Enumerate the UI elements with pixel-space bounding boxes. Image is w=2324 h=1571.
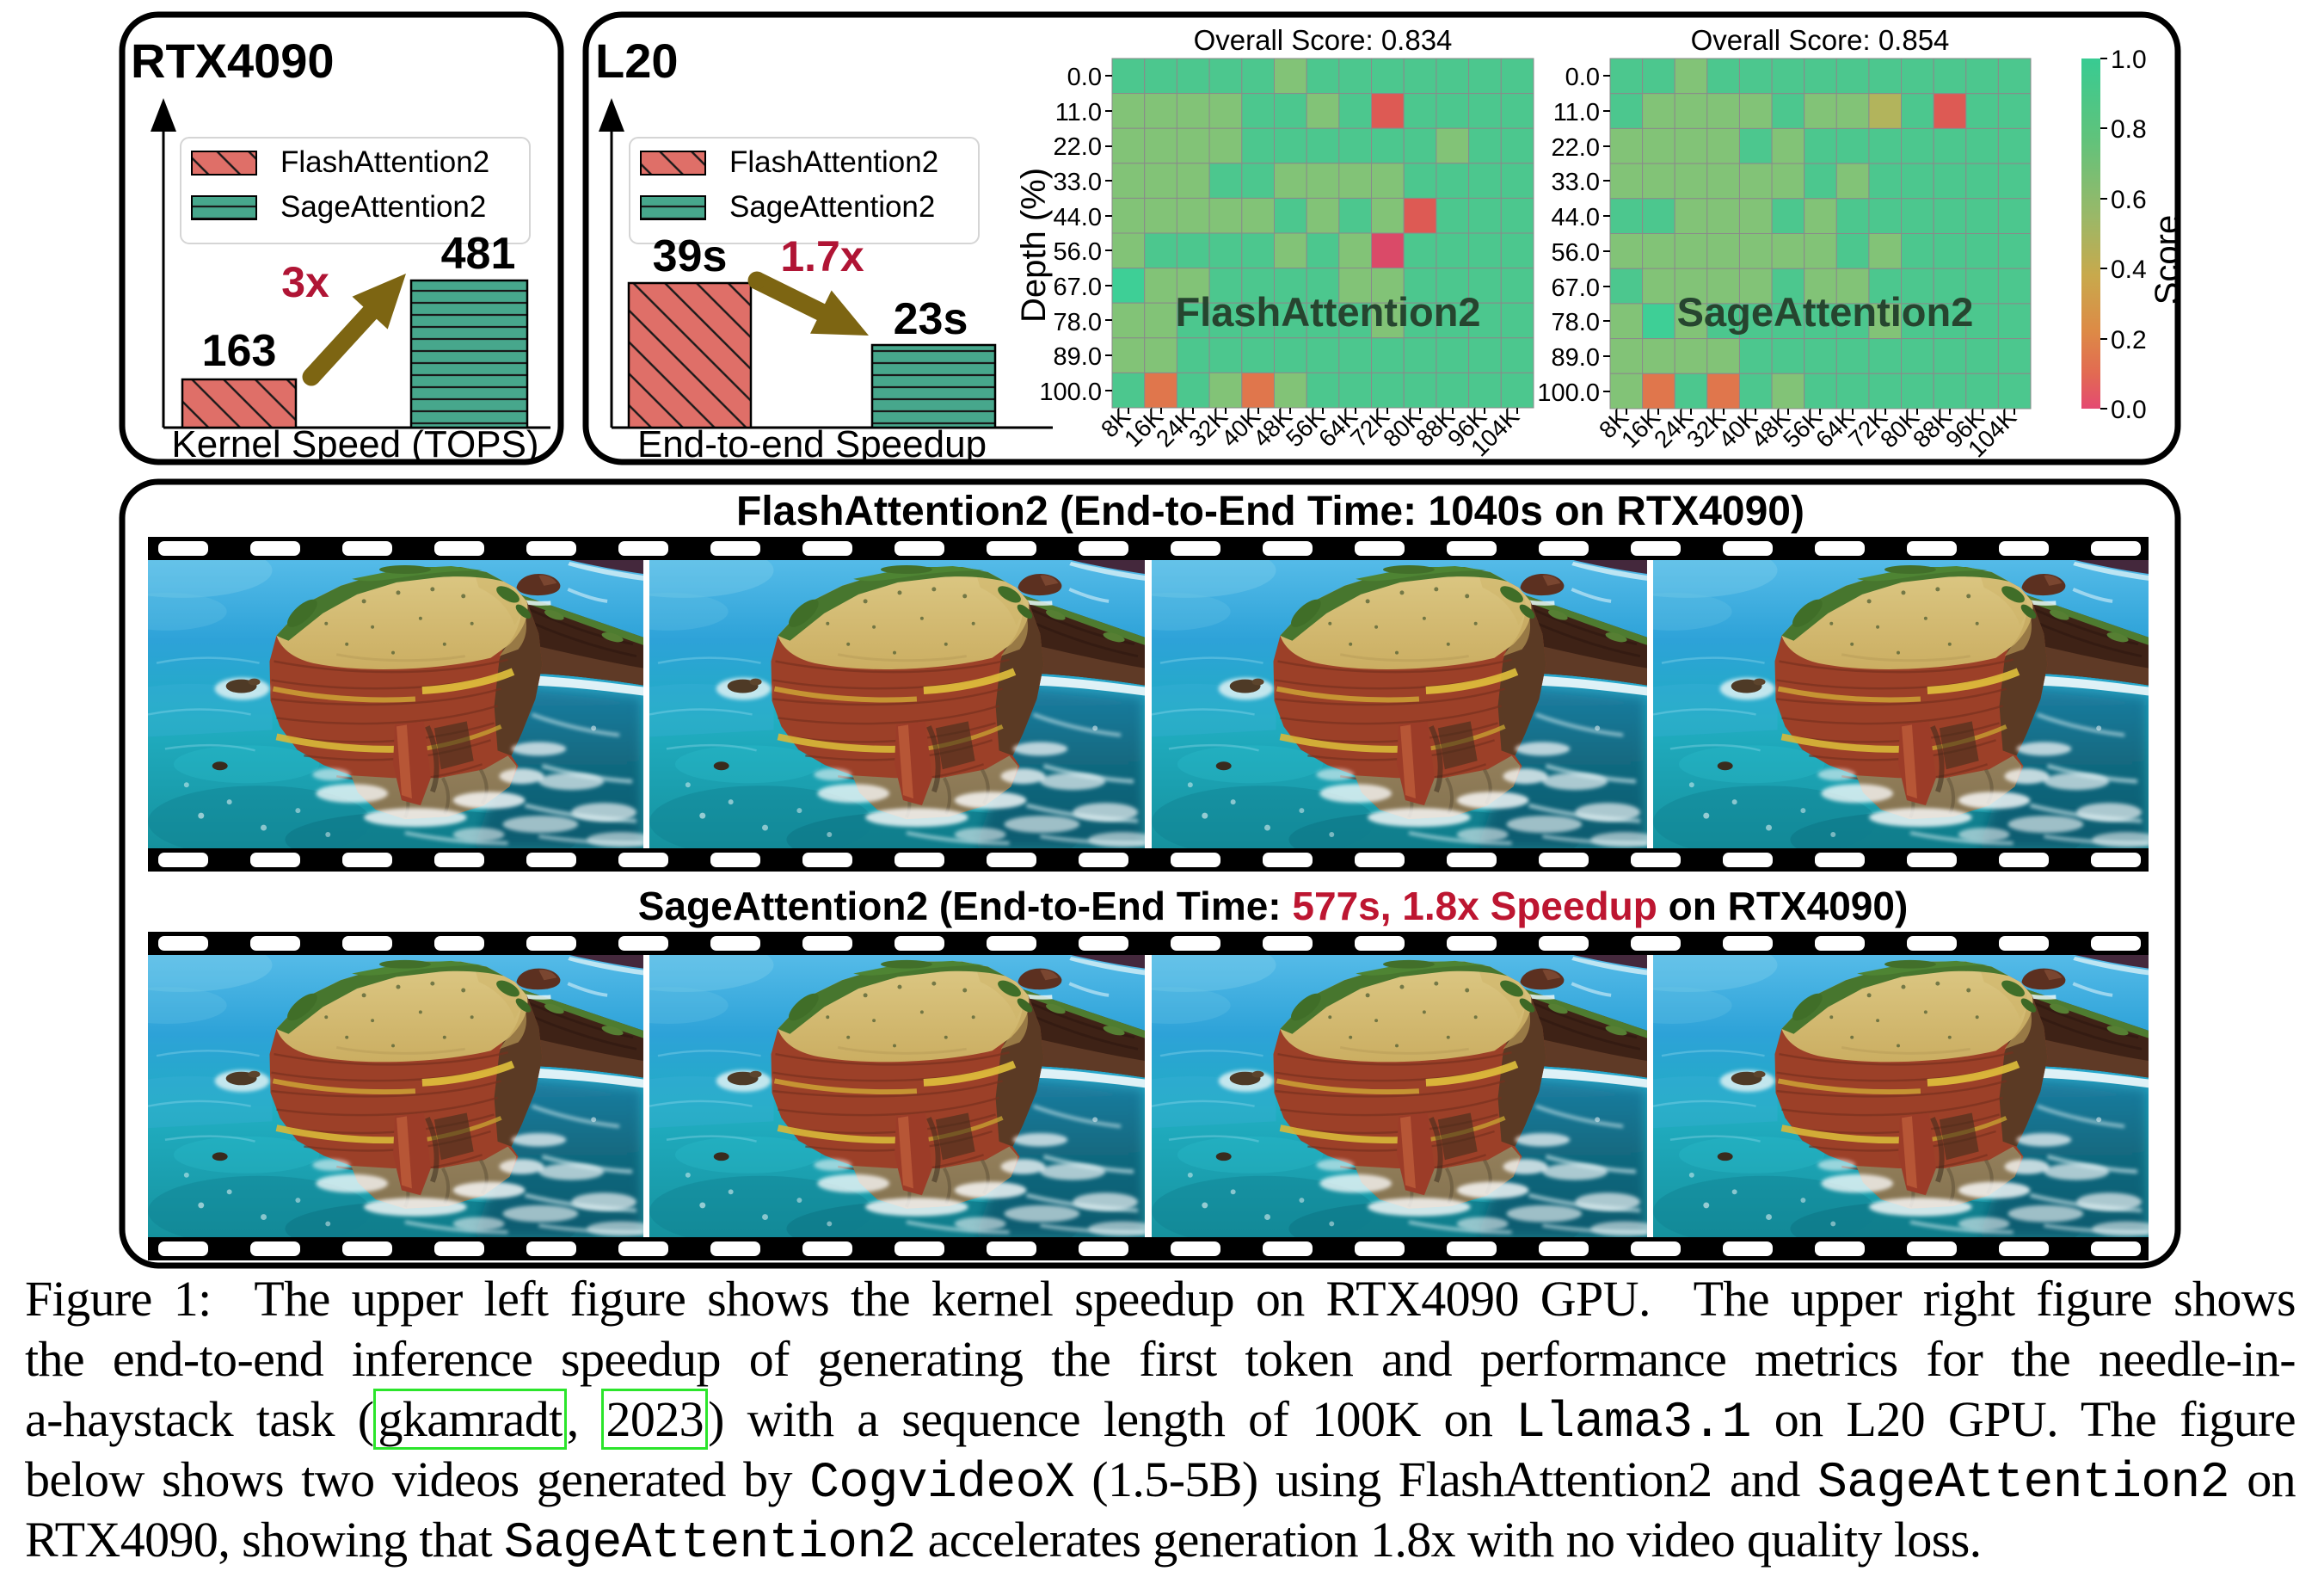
svg-text:22.0: 22.0 [1054,133,1102,161]
svg-text:1.0: 1.0 [2111,46,2147,74]
svg-text:SageAttention2: SageAttention2 [1677,289,1974,335]
svg-text:481: 481 [441,229,516,279]
svg-text:0.0: 0.0 [2111,396,2147,424]
svg-text:89.0: 89.0 [1552,344,1600,372]
svg-text:FlashAttention2: FlashAttention2 [280,145,489,179]
svg-text:0.0: 0.0 [1565,64,1600,91]
svg-text:67.0: 67.0 [1552,274,1600,302]
svg-text:100.0: 100.0 [1537,379,1600,407]
svg-text:FlashAttention2: FlashAttention2 [729,145,938,179]
svg-text:FlashAttention2 (End-to-End Ti: FlashAttention2 (End-to-End Time: 1040s … [736,489,1804,534]
svg-text:0.8: 0.8 [2111,115,2147,144]
svg-text:100.0: 100.0 [1039,379,1102,406]
svg-text:163: 163 [202,326,277,376]
svg-text:SageAttention2 (End-to-End Tim: SageAttention2 (End-to-End Time: 577s, 1… [638,884,1909,928]
svg-text:0.6: 0.6 [2111,186,2147,214]
svg-text:56.0: 56.0 [1054,238,1102,266]
svg-text:Score: Score [2149,215,2186,305]
svg-text:L20: L20 [595,34,679,88]
svg-text:Depth (%): Depth (%) [1015,168,1053,323]
svg-text:44.0: 44.0 [1054,204,1102,231]
svg-text:78.0: 78.0 [1552,309,1600,336]
svg-text:89.0: 89.0 [1054,343,1102,371]
svg-text:Overall Score: 0.854: Overall Score: 0.854 [1691,24,1950,56]
svg-text:1.7x: 1.7x [780,232,864,280]
svg-text:33.0: 33.0 [1054,169,1102,196]
svg-text:23s: 23s [894,294,968,344]
svg-text:11.0: 11.0 [1553,99,1600,126]
svg-text:End-to-end Speedup: End-to-end Speedup [637,423,987,465]
svg-text:78.0: 78.0 [1054,309,1102,336]
svg-text:0.2: 0.2 [2111,326,2147,354]
svg-text:56.0: 56.0 [1552,239,1600,267]
svg-text:11.0: 11.0 [1055,99,1102,126]
svg-text:SageAttention2: SageAttention2 [280,190,486,224]
svg-text:FlashAttention2: FlashAttention2 [1175,289,1480,335]
svg-text:22.0: 22.0 [1552,134,1600,162]
svg-text:SageAttention2: SageAttention2 [729,190,935,224]
svg-text:33.0: 33.0 [1552,169,1600,196]
svg-text:3x: 3x [281,258,329,306]
svg-text:0.4: 0.4 [2111,256,2147,284]
svg-text:Kernel Speed (TOPS): Kernel Speed (TOPS) [171,423,538,465]
svg-text:RTX4090: RTX4090 [131,34,335,88]
svg-text:44.0: 44.0 [1552,204,1600,231]
svg-text:39s: 39s [653,231,728,281]
svg-text:67.0: 67.0 [1054,274,1102,301]
svg-text:Overall Score: 0.834: Overall Score: 0.834 [1194,24,1453,56]
svg-text:0.0: 0.0 [1067,64,1102,91]
